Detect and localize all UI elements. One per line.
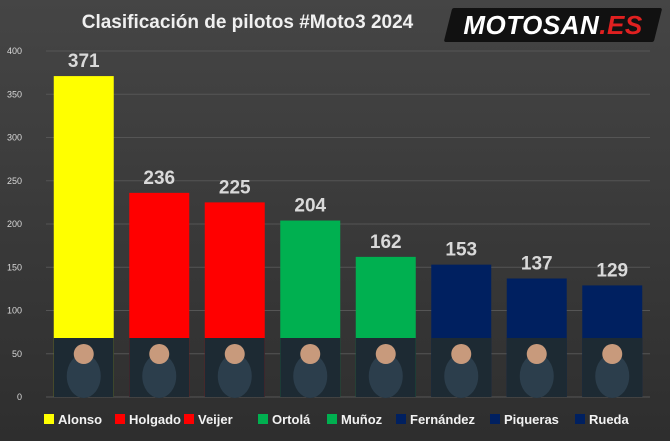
y-tick-label: 400 (7, 46, 22, 56)
y-tick-label: 150 (7, 262, 22, 272)
data-label: 204 (294, 196, 326, 217)
legend-swatch (258, 414, 268, 424)
data-label: 137 (521, 253, 553, 274)
legend-swatch (115, 414, 125, 424)
rider-photo-body (368, 354, 403, 398)
legend-label: Holgado (129, 412, 181, 427)
rider-photo-body (217, 354, 252, 398)
legend-label: Piqueras (504, 412, 559, 427)
data-label: 371 (68, 51, 100, 72)
y-tick-label: 250 (7, 176, 22, 186)
legend-swatch (490, 414, 500, 424)
y-tick-label: 100 (7, 306, 22, 316)
rider-photo-face (602, 344, 623, 364)
legend-label: Muñoz (341, 412, 383, 427)
y-tick-label: 350 (7, 89, 22, 99)
logo-part-motosan: MOTOSAN (463, 10, 600, 40)
rider-photo-body (444, 354, 479, 398)
logo: MOTOSAN.ES (448, 8, 658, 42)
data-label: 162 (370, 232, 402, 253)
chart-title: Clasificación de pilotos #Moto3 2024 (81, 12, 414, 33)
y-tick-label: 0 (17, 392, 22, 402)
rider-photo-face (451, 344, 472, 364)
rider-photo-body (142, 354, 177, 398)
y-tick-label: 200 (7, 219, 22, 229)
legend-label: Ortolá (272, 412, 311, 427)
data-label: 129 (596, 260, 628, 281)
legend-swatch (396, 414, 406, 424)
rider-photo-face (375, 344, 396, 364)
data-label: 225 (219, 177, 251, 198)
rider-photo-body (595, 354, 630, 398)
y-tick-label: 300 (7, 133, 22, 143)
rider-photo-face (149, 344, 170, 364)
rider-photo-face (73, 344, 94, 364)
legend-swatch (575, 414, 585, 424)
y-tick-label: 50 (12, 349, 22, 359)
legend-swatch (44, 414, 54, 424)
rider-photo-face (526, 344, 547, 364)
logo-part-es: .ES (599, 10, 643, 40)
legend-label: Rueda (589, 412, 630, 427)
rider-photo-face (300, 344, 321, 364)
rider-photo-face (224, 344, 245, 364)
legend-label: Alonso (58, 412, 102, 427)
rider-photo-body (66, 354, 101, 398)
data-label: 153 (445, 240, 477, 261)
legend-swatch (327, 414, 337, 424)
legend-label: Veijer (198, 412, 233, 427)
rider-photo-body (519, 354, 554, 398)
rider-photo-body (293, 354, 328, 398)
data-label: 236 (143, 168, 175, 189)
legend-swatch (184, 414, 194, 424)
legend-label: Fernández (410, 412, 476, 427)
